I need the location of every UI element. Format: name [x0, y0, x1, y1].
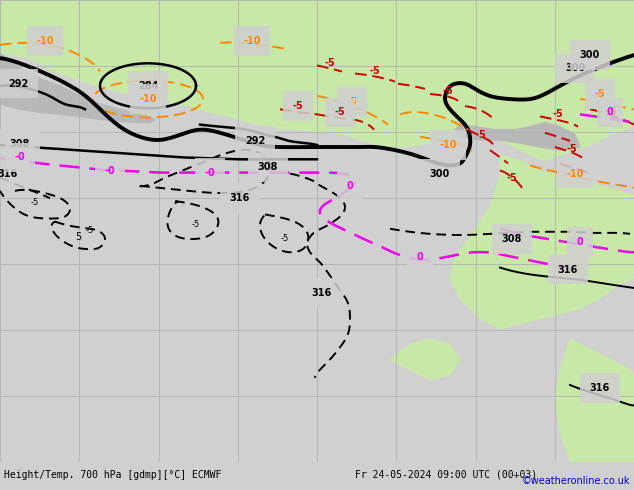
Text: 0: 0: [607, 107, 613, 117]
Polygon shape: [450, 155, 634, 329]
Text: Fr 24-05-2024 09:00 UTC (00+03): Fr 24-05-2024 09:00 UTC (00+03): [355, 470, 537, 480]
Text: 308: 308: [258, 163, 278, 172]
Text: 0: 0: [417, 252, 424, 262]
Polygon shape: [390, 339, 460, 380]
Text: -5: -5: [443, 86, 453, 96]
Text: -5: -5: [507, 172, 517, 183]
Polygon shape: [455, 122, 580, 150]
Text: 292: 292: [8, 79, 28, 89]
Text: -5: -5: [335, 107, 346, 117]
Text: 300: 300: [430, 169, 450, 178]
Text: -5: -5: [553, 109, 564, 120]
Text: -5: -5: [567, 144, 578, 154]
Text: 316: 316: [230, 193, 250, 203]
Text: -10: -10: [139, 94, 157, 104]
Text: 316: 316: [558, 265, 578, 274]
Text: -5: -5: [192, 220, 200, 229]
Text: 284: 284: [138, 81, 158, 91]
Text: -10: -10: [439, 140, 456, 150]
Text: -0: -0: [205, 168, 216, 177]
Text: -5: -5: [325, 58, 335, 68]
Text: 316: 316: [0, 169, 18, 178]
Text: -0: -0: [105, 166, 115, 175]
Polygon shape: [555, 339, 634, 462]
Text: ©weatheronline.co.uk: ©weatheronline.co.uk: [522, 476, 630, 486]
Text: -10: -10: [566, 169, 584, 178]
Text: -10: -10: [36, 36, 54, 46]
Polygon shape: [0, 53, 155, 123]
Text: -5: -5: [595, 89, 605, 99]
Text: 300: 300: [565, 63, 585, 74]
Text: -5: -5: [31, 197, 39, 207]
Text: 292: 292: [245, 136, 265, 146]
Text: 308: 308: [502, 234, 522, 244]
Text: 308: 308: [10, 139, 30, 149]
Text: 300: 300: [580, 50, 600, 60]
Text: -5: -5: [86, 226, 94, 235]
Text: -5: -5: [293, 101, 304, 111]
Polygon shape: [317, 0, 634, 160]
Text: 316: 316: [590, 383, 610, 393]
Polygon shape: [0, 0, 317, 132]
Text: 5: 5: [75, 232, 81, 242]
Text: 0: 0: [577, 237, 583, 247]
Text: -5: -5: [607, 107, 618, 117]
Text: 5: 5: [479, 130, 486, 140]
Text: -5: -5: [370, 67, 380, 76]
Text: -10: -10: [243, 36, 261, 46]
Text: -5: -5: [347, 97, 358, 107]
Text: Height/Temp. 700 hPa [gdmp][°C] ECMWF: Height/Temp. 700 hPa [gdmp][°C] ECMWF: [4, 470, 221, 480]
Text: 0: 0: [347, 181, 353, 191]
Text: -0: -0: [15, 152, 25, 162]
Text: 316: 316: [312, 288, 332, 298]
Text: -5: -5: [281, 234, 289, 244]
